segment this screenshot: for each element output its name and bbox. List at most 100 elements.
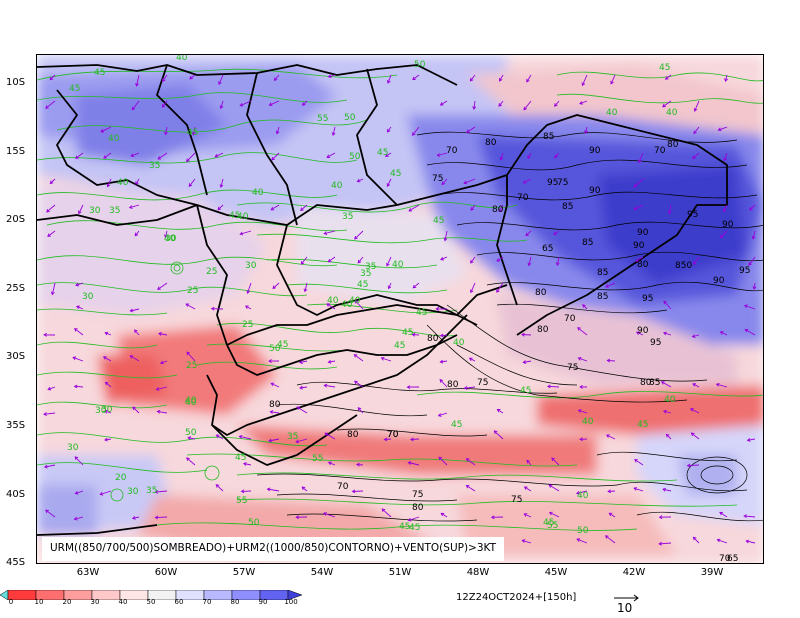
wind-vector <box>748 256 756 266</box>
wind-vector-head <box>356 462 360 467</box>
black-contour-label: 75 <box>477 378 488 388</box>
green-contour-label: 40 <box>664 395 676 405</box>
wind-vector <box>162 74 168 82</box>
wind-vector <box>499 74 504 82</box>
wind-vector-head <box>411 332 416 337</box>
wind-vector <box>725 74 728 82</box>
wind-vector <box>666 434 672 440</box>
wind-vector <box>525 230 532 236</box>
colorbar-label: 50 <box>146 598 156 606</box>
green-contour-label: 35 <box>360 269 371 279</box>
wind-vector <box>47 386 56 390</box>
wind-vector <box>718 126 728 131</box>
wind-vector-head <box>463 386 468 390</box>
wind-vector <box>189 74 196 80</box>
wind-vector-head <box>662 487 666 492</box>
wind-vector <box>215 484 224 492</box>
wind-vector-head <box>102 356 107 360</box>
wind-vector <box>384 438 392 440</box>
wind-vector <box>164 230 168 238</box>
wind-vector <box>267 488 280 492</box>
green-contour-label: 40 <box>185 398 197 408</box>
wind-vector-head <box>106 183 111 188</box>
wind-vector <box>271 152 280 161</box>
wind-vector-head <box>187 436 192 441</box>
black-contour-label: 90 <box>589 186 601 196</box>
green-contour-label: 55 <box>312 454 323 464</box>
wind-vector-head <box>215 484 220 488</box>
wind-vector-head <box>356 178 361 183</box>
wind-vector <box>302 100 308 106</box>
wind-vector-head <box>104 437 108 442</box>
green-contour-label: 30 <box>82 292 94 302</box>
green-contour-label: 35 <box>287 432 298 442</box>
wind-vector <box>693 536 700 544</box>
wind-vector-head <box>664 76 669 80</box>
colorbar-label: 80 <box>230 598 240 606</box>
wind-vector-head <box>327 359 332 364</box>
wind-vector <box>381 357 392 362</box>
wind-vector <box>440 360 448 363</box>
vector-reference-label: 10 <box>617 601 633 615</box>
green-contour-label: 40 <box>392 260 404 270</box>
lat-label-30s: 30S <box>6 351 26 362</box>
wind-vector <box>752 230 756 240</box>
wind-vector <box>271 382 280 388</box>
wind-vector <box>157 152 168 160</box>
wind-vector <box>354 300 364 310</box>
black-contour-label: 75 <box>567 363 578 373</box>
wind-vector-head <box>156 409 161 414</box>
wind-vector <box>105 332 112 336</box>
green-contour-label: 40 <box>252 188 264 198</box>
black-contour-label: 70 <box>719 554 731 564</box>
wind-vector <box>135 178 140 185</box>
black-contour-label: 80 <box>347 430 359 440</box>
wind-vector-head <box>161 103 166 108</box>
wind-vector-head <box>441 181 446 186</box>
green-contour-label: 40 <box>453 338 465 348</box>
wind-vector-head <box>406 385 411 389</box>
wind-vector <box>156 386 168 391</box>
green-contour-label: 50 <box>414 60 426 70</box>
green-contour-label: 45 <box>377 148 388 158</box>
wind-vector-head <box>743 514 747 519</box>
wind-vector-head <box>526 78 530 83</box>
wind-vector-head <box>745 539 750 544</box>
black-contour-label: 80 <box>492 205 504 215</box>
black-contour-label: 80 <box>269 400 281 410</box>
black-contour-label: 85 <box>597 292 608 302</box>
wind-vector-head <box>525 232 529 237</box>
wind-vector-head <box>268 438 272 443</box>
wind-vector <box>661 381 672 388</box>
wind-vector <box>220 100 224 109</box>
wind-vector-head <box>692 155 696 160</box>
wind-vector <box>354 230 364 240</box>
wind-vector-head <box>633 206 638 211</box>
green-contour-label: 40 <box>237 212 249 222</box>
wind-vector-head <box>579 101 583 105</box>
wind-vector <box>46 204 56 213</box>
wind-vector-head <box>219 105 224 110</box>
green-contour-label: 30 <box>89 206 101 216</box>
green-contour-label: 40 <box>666 108 678 118</box>
wind-vector-head <box>104 381 109 386</box>
wind-vector <box>440 512 448 518</box>
wind-vector-head <box>188 183 193 187</box>
green-contour-label: 45 <box>543 518 554 528</box>
wind-vector <box>607 359 616 362</box>
black-contour-label: 70 <box>564 314 576 324</box>
wind-vector-head <box>215 434 220 439</box>
wind-vector <box>328 256 336 263</box>
wind-vector <box>43 412 56 415</box>
wind-vector-head <box>440 256 444 261</box>
wind-vector-head <box>300 261 305 265</box>
wind-vector <box>51 282 56 295</box>
wind-vector <box>547 385 560 388</box>
wind-vector <box>694 100 700 112</box>
wind-vector <box>354 380 364 388</box>
lon-label-54w: 54W <box>310 567 334 578</box>
wind-vector <box>638 152 644 163</box>
colorbar-label: 60 <box>174 598 184 606</box>
black-contour-label: 80 <box>427 334 439 344</box>
